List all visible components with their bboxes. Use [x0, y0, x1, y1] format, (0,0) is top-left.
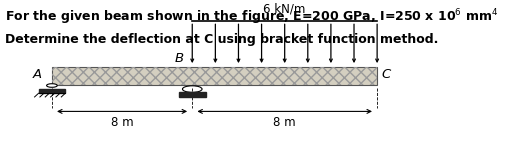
Text: A: A	[33, 68, 42, 81]
Text: 8 m: 8 m	[273, 116, 296, 129]
Circle shape	[47, 84, 57, 87]
Circle shape	[182, 86, 202, 92]
Bar	[38, 89, 65, 93]
Bar	[179, 92, 205, 97]
Text: 8 m: 8 m	[111, 116, 134, 129]
Text: B: B	[175, 51, 184, 65]
Text: Determine the deflection at C using bracket function method.: Determine the deflection at C using brac…	[5, 33, 438, 46]
Text: 6 kN/m: 6 kN/m	[263, 2, 306, 15]
Bar	[52, 67, 377, 85]
Text: C: C	[381, 68, 391, 81]
Bar	[52, 67, 377, 85]
Text: For the given beam shown in the figure, E=200 GPa, I=250 x 10$^6$ mm$^4$: For the given beam shown in the figure, …	[5, 7, 498, 27]
